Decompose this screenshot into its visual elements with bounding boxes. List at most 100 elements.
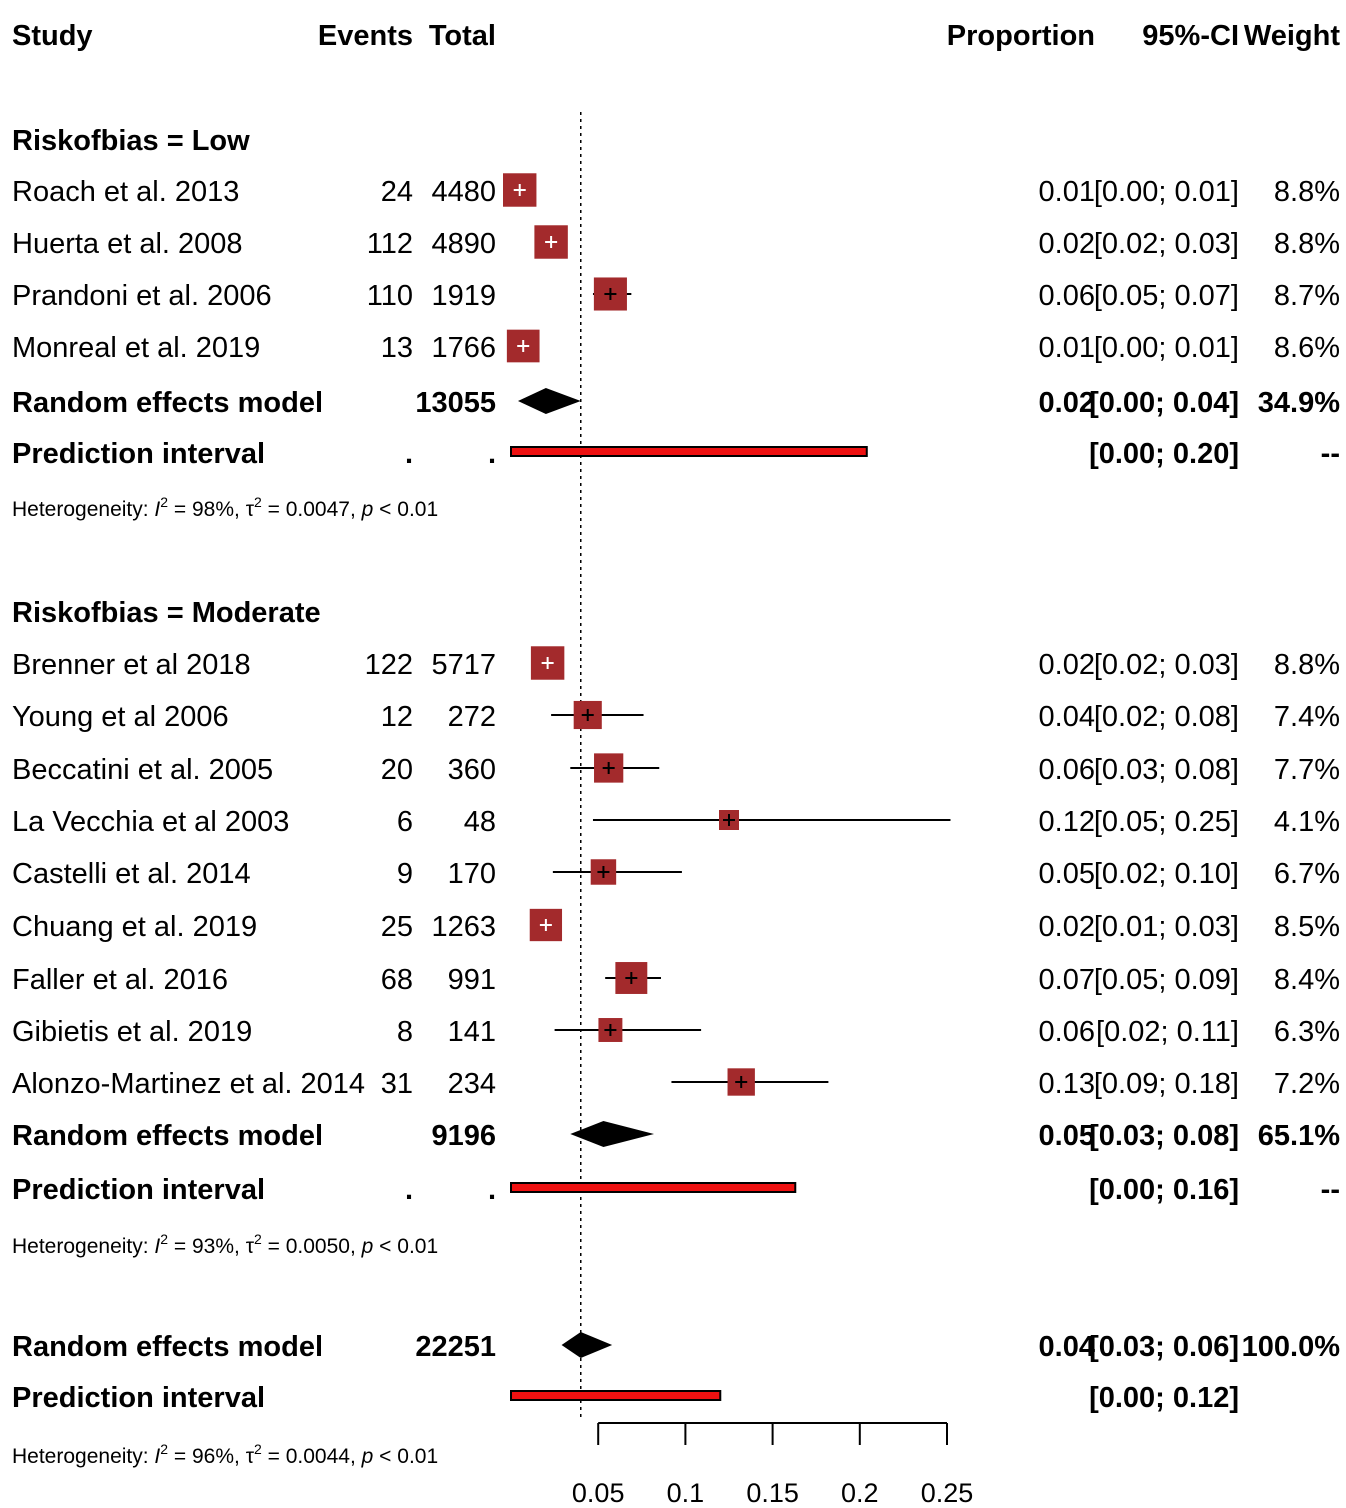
study-name: Chuang et al. 2019	[12, 911, 257, 943]
header-study: Study	[12, 20, 93, 52]
study-name: Monreal et al. 2019	[12, 332, 260, 364]
study-weight: 7.2%	[1274, 1068, 1340, 1100]
study-ci: [0.02; 0.08]	[1094, 701, 1239, 733]
model-total: 22251	[415, 1331, 496, 1363]
study-weight: 7.7%	[1274, 754, 1340, 786]
study-events: 9	[397, 858, 413, 890]
x-tick-label: 0.2	[841, 1478, 879, 1508]
plot-marks	[503, 173, 951, 1401]
header-events: Events	[318, 20, 413, 52]
study-ci: [0.03; 0.08]	[1094, 754, 1239, 786]
model-diamond	[561, 1332, 613, 1358]
prediction-bar	[510, 1390, 722, 1401]
study-total: 1263	[431, 911, 496, 943]
study-ci: [0.05; 0.25]	[1094, 806, 1239, 838]
study-events: 112	[367, 228, 413, 260]
study-name: Prandoni et al. 2006	[12, 280, 272, 312]
study-ci: [0.05; 0.09]	[1094, 964, 1239, 996]
subgroup-label: Riskofbias = Moderate	[12, 597, 321, 629]
study-proportion: 0.02	[1039, 649, 1095, 681]
model-ci: [0.00; 0.04]	[1089, 387, 1239, 419]
prediction-weight: --	[1321, 438, 1340, 470]
study-proportion: 0.01	[1039, 176, 1095, 208]
study-weight: 8.8%	[1274, 649, 1340, 681]
prediction-label: Prediction interval	[12, 1382, 265, 1414]
header-proportion: Proportion	[947, 20, 1095, 52]
table-rows: Riskofbias = Low Roach et al. 2013 24 4480 0…	[12, 125, 1340, 1468]
prediction-ci: [0.00; 0.12]	[1089, 1382, 1239, 1414]
study-total: 4480	[431, 176, 496, 208]
model-diamond	[570, 1121, 655, 1147]
study-ci: [0.02; 0.03]	[1094, 649, 1239, 681]
model-proportion: 0.02	[1039, 387, 1095, 419]
x-tick-label: 0.1	[667, 1478, 705, 1508]
study-name: Huerta et al. 2008	[12, 228, 243, 260]
prediction-total: .	[488, 1174, 496, 1206]
study-proportion: 0.06	[1039, 280, 1095, 312]
prediction-total: .	[488, 438, 496, 470]
header-weight: Weight	[1244, 20, 1340, 52]
model-proportion: 0.04	[1039, 1331, 1095, 1363]
study-name: Young et al 2006	[12, 701, 229, 733]
study-proportion: 0.06	[1039, 754, 1095, 786]
model-ci: [0.03; 0.06]	[1089, 1331, 1239, 1363]
x-tick-label: 0.05	[572, 1478, 625, 1508]
study-ci: [0.02; 0.03]	[1094, 228, 1239, 260]
x-tick-label: 0.15	[746, 1478, 799, 1508]
study-proportion: 0.02	[1039, 228, 1095, 260]
model-total: 13055	[415, 387, 496, 419]
study-events: 24	[381, 176, 413, 208]
x-axis: 0.05 0.1 0.15 0.2 0.25	[572, 1422, 974, 1508]
model-label: Random effects model	[12, 387, 323, 419]
study-proportion: 0.07	[1039, 964, 1095, 996]
study-name: Alonzo-Martinez et al. 2014	[12, 1068, 365, 1100]
study-events: 8	[397, 1016, 413, 1048]
model-total: 9196	[431, 1120, 496, 1152]
study-ci: [0.09; 0.18]	[1094, 1068, 1239, 1100]
study-total: 991	[448, 964, 496, 996]
model-weight: 34.9%	[1258, 387, 1340, 419]
study-total: 272	[448, 701, 496, 733]
model-diamond	[517, 388, 581, 414]
model-weight: 100.0%	[1242, 1331, 1341, 1363]
study-proportion: 0.04	[1039, 701, 1095, 733]
study-weight: 8.8%	[1274, 176, 1340, 208]
study-weight: 7.4%	[1274, 701, 1340, 733]
study-weight: 8.5%	[1274, 911, 1340, 943]
x-tick-label: 0.25	[921, 1478, 974, 1508]
heterogeneity-text: Heterogeneity: I2 = 93%, τ2 = 0.0050, p …	[12, 1231, 438, 1258]
study-events: 6	[397, 806, 413, 838]
study-ci: [0.00; 0.01]	[1094, 176, 1239, 208]
prediction-label: Prediction interval	[12, 438, 265, 470]
study-name: Beccatini et al. 2005	[12, 754, 273, 786]
prediction-bar	[510, 1182, 797, 1193]
study-weight: 8.6%	[1274, 332, 1340, 364]
study-total: 48	[464, 806, 496, 838]
prediction-events: .	[405, 1174, 413, 1206]
study-events: 31	[381, 1068, 413, 1100]
study-total: 170	[448, 858, 496, 890]
study-name: Castelli et al. 2014	[12, 858, 251, 890]
study-proportion: 0.02	[1039, 911, 1095, 943]
prediction-label: Prediction interval	[12, 1174, 265, 1206]
study-total: 1766	[431, 332, 496, 364]
study-ci: [0.00; 0.01]	[1094, 332, 1239, 364]
study-events: 13	[381, 332, 413, 364]
header-total: Total	[429, 20, 496, 52]
study-total: 234	[448, 1068, 496, 1100]
study-name: Faller et al. 2016	[12, 964, 228, 996]
model-label: Random effects model	[12, 1120, 323, 1152]
study-proportion: 0.13	[1039, 1068, 1095, 1100]
study-total: 360	[448, 754, 496, 786]
prediction-ci: [0.00; 0.20]	[1089, 438, 1239, 470]
study-events: 122	[365, 649, 413, 681]
model-label: Random effects model	[12, 1331, 323, 1363]
prediction-ci: [0.00; 0.16]	[1089, 1174, 1239, 1206]
study-total: 141	[448, 1016, 496, 1048]
subgroup-label: Riskofbias = Low	[12, 125, 250, 157]
study-total: 1919	[431, 280, 496, 312]
study-events: 25	[381, 911, 413, 943]
study-ci: [0.02; 0.11]	[1096, 1016, 1239, 1048]
prediction-bar	[510, 446, 868, 457]
study-total: 4890	[431, 228, 496, 260]
